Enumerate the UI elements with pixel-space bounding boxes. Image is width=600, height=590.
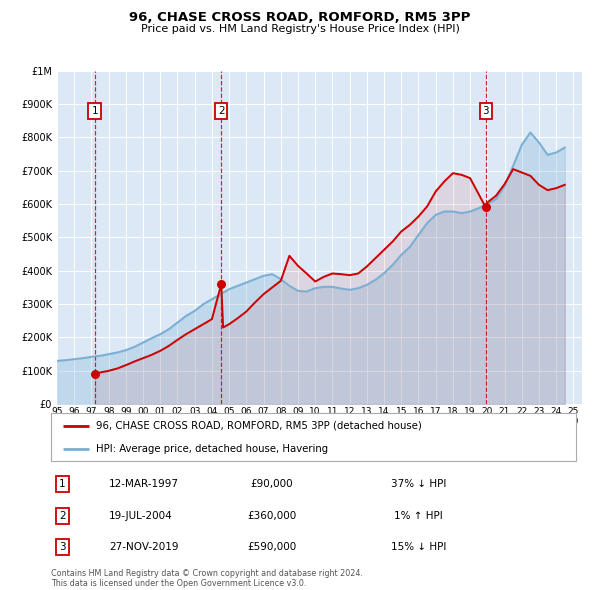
Text: 96, CHASE CROSS ROAD, ROMFORD, RM5 3PP: 96, CHASE CROSS ROAD, ROMFORD, RM5 3PP: [130, 11, 470, 24]
Text: HPI: Average price, detached house, Havering: HPI: Average price, detached house, Have…: [95, 444, 328, 454]
Text: Price paid vs. HM Land Registry's House Price Index (HPI): Price paid vs. HM Land Registry's House …: [140, 24, 460, 34]
Text: Contains HM Land Registry data © Crown copyright and database right 2024.: Contains HM Land Registry data © Crown c…: [51, 569, 363, 578]
Text: 3: 3: [482, 106, 489, 116]
Text: 27-NOV-2019: 27-NOV-2019: [109, 542, 178, 552]
FancyBboxPatch shape: [51, 413, 576, 461]
Text: 3: 3: [59, 542, 66, 552]
Text: 1% ↑ HPI: 1% ↑ HPI: [394, 511, 443, 520]
Text: 1: 1: [91, 106, 98, 116]
Text: 12-MAR-1997: 12-MAR-1997: [109, 479, 179, 489]
Text: 2: 2: [59, 511, 66, 520]
Text: £90,000: £90,000: [250, 479, 293, 489]
Text: 96, CHASE CROSS ROAD, ROMFORD, RM5 3PP (detached house): 96, CHASE CROSS ROAD, ROMFORD, RM5 3PP (…: [95, 421, 421, 431]
Text: 19-JUL-2004: 19-JUL-2004: [109, 511, 173, 520]
Text: 37% ↓ HPI: 37% ↓ HPI: [391, 479, 446, 489]
Text: This data is licensed under the Open Government Licence v3.0.: This data is licensed under the Open Gov…: [51, 579, 307, 588]
Text: 1: 1: [59, 479, 66, 489]
Text: £360,000: £360,000: [247, 511, 296, 520]
Text: £590,000: £590,000: [247, 542, 296, 552]
Text: 15% ↓ HPI: 15% ↓ HPI: [391, 542, 446, 552]
Text: 2: 2: [218, 106, 224, 116]
